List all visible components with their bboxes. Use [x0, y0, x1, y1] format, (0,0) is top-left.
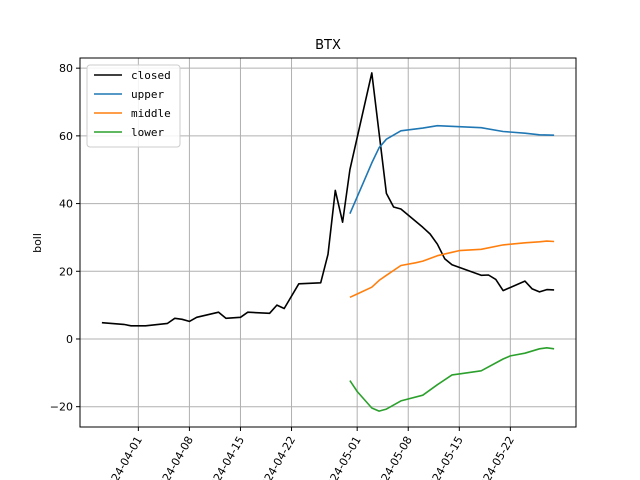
legend-frame — [86, 64, 181, 148]
legend-label-upper: upper — [131, 88, 164, 101]
legend-label-lower: lower — [131, 126, 164, 139]
x-tick-label: 2024-04-15 — [204, 434, 247, 480]
legend-label-closed: closed — [131, 69, 171, 82]
y-axis-label: boll — [31, 233, 44, 253]
legend: closed upper middle lower — [86, 64, 181, 148]
x-tick-label: 2024-05-01 — [321, 434, 364, 480]
y-tick-label: 60 — [59, 130, 73, 143]
plot-area-frame — [79, 57, 577, 428]
y-tick-label: 80 — [59, 62, 73, 75]
series-line-upper — [349, 124, 555, 215]
y-tick-label: 40 — [59, 198, 73, 211]
series-lines — [101, 72, 555, 412]
series-line-middle — [349, 240, 555, 299]
series-line-closed — [101, 72, 555, 327]
x-tick-label: 2024-04-22 — [255, 434, 298, 480]
y-tick-label: −20 — [50, 401, 73, 414]
x-tick-label: 2024-05-22 — [474, 434, 517, 480]
y-tick-label: 0 — [66, 333, 73, 346]
x-tick-label: 2024-04-01 — [102, 434, 145, 480]
x-tick-label: 2024-04-08 — [153, 434, 196, 480]
x-tick-label: 2024-05-15 — [423, 434, 466, 480]
chart-title: BTX — [315, 38, 341, 53]
series-line-lower — [349, 347, 555, 412]
x-axis-ticks: 2024-04-01 2024-04-08 2024-04-15 2024-04-22… — [102, 427, 517, 480]
y-axis-ticks: −20 0 20 40 60 80 — [50, 62, 80, 414]
y-tick-label: 20 — [59, 265, 73, 278]
x-tick-label: 2024-05-08 — [372, 434, 415, 480]
legend-label-middle: middle — [131, 107, 171, 120]
